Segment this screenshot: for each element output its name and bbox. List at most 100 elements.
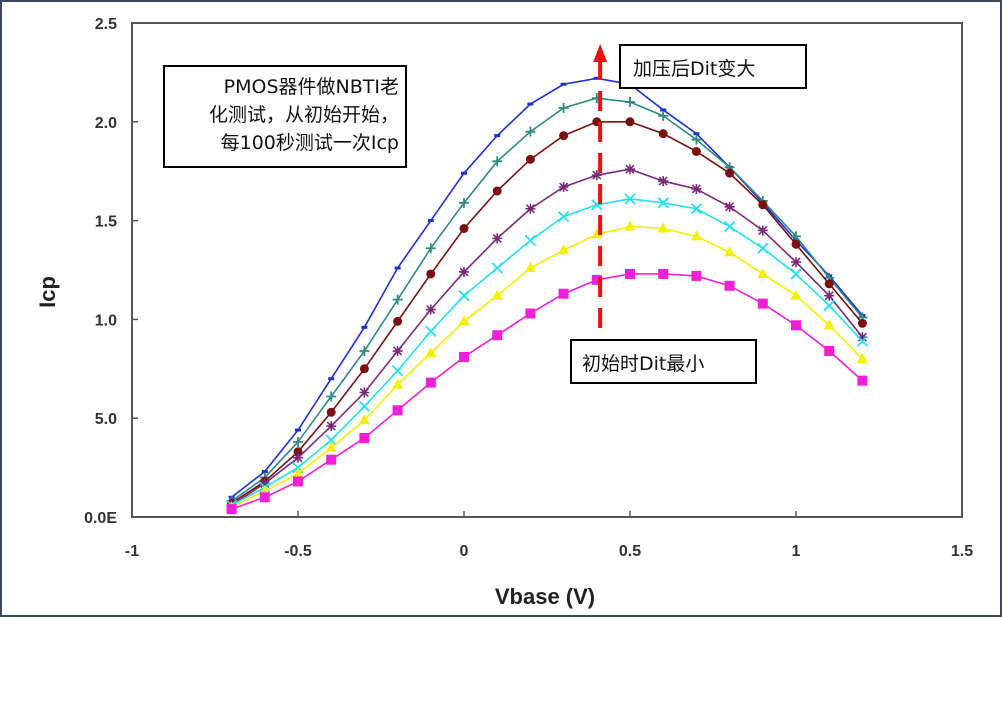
data-point	[492, 233, 503, 244]
x-tick-label: 1	[792, 543, 801, 560]
data-point	[856, 335, 869, 347]
data-point	[326, 454, 337, 465]
data-point	[690, 230, 702, 241]
chart-frame	[0, 0, 1002, 617]
y-tick-label: 5.0	[95, 411, 117, 428]
data-point	[425, 243, 436, 254]
data-point	[392, 294, 403, 305]
data-point	[558, 182, 569, 193]
axes: -1 -0.5 0 0.5 1 1.5 0.0E 5.0 1.0 1.5 2.0 2.5	[84, 16, 973, 560]
data-point	[459, 351, 469, 362]
data-point	[591, 274, 602, 285]
series-group	[225, 76, 869, 515]
y-tick-label: 0.0E	[84, 510, 117, 527]
data-point	[491, 289, 503, 300]
data-point	[757, 225, 768, 236]
note-line: 每100秒测试一次Icp	[220, 132, 399, 154]
y-tick-label: 2.0	[95, 115, 117, 132]
data-point	[625, 117, 635, 127]
data-point	[658, 110, 669, 121]
data-point	[458, 315, 470, 326]
data-point	[425, 304, 436, 315]
data-point	[293, 476, 303, 487]
data-point	[559, 131, 569, 141]
data-point	[824, 346, 835, 357]
data-point	[293, 436, 303, 447]
data-point	[724, 201, 735, 212]
data-point	[359, 432, 370, 443]
data-point	[857, 332, 868, 343]
red-dashed-arrow	[593, 44, 608, 328]
data-point	[625, 97, 635, 108]
data-point	[691, 270, 702, 281]
data-point	[757, 267, 769, 278]
series-line	[231, 77, 864, 498]
data-point	[492, 156, 503, 167]
data-point	[293, 447, 303, 457]
data-point	[757, 242, 769, 254]
data-point	[226, 504, 237, 515]
data-point	[791, 231, 801, 242]
initial-note: 初始时Dit最小	[570, 339, 757, 384]
data-point	[293, 452, 303, 463]
data-point	[558, 288, 569, 299]
data-point	[724, 280, 735, 291]
series-line	[231, 198, 863, 506]
data-point	[791, 239, 801, 249]
data-point	[591, 228, 603, 239]
data-point	[491, 262, 503, 274]
data-point	[725, 168, 735, 178]
data-point	[392, 346, 403, 357]
data-point	[492, 186, 502, 196]
data-point	[857, 375, 868, 386]
data-point	[492, 330, 503, 341]
data-point	[658, 129, 668, 139]
x-tick-label: 0.5	[619, 543, 641, 560]
data-point	[459, 266, 469, 277]
data-point	[393, 316, 403, 326]
data-point	[657, 197, 669, 209]
data-point	[459, 224, 469, 234]
data-point	[359, 364, 369, 374]
data-point	[525, 154, 535, 164]
x-tick-label: 1.5	[951, 543, 973, 560]
data-point	[758, 200, 768, 210]
y-tick-label: 1.0	[95, 312, 117, 329]
data-point	[392, 405, 403, 416]
data-point	[292, 467, 304, 478]
data-point	[691, 134, 702, 145]
data-point	[392, 378, 404, 389]
data-point	[790, 268, 802, 280]
data-point	[558, 102, 569, 113]
data-point	[325, 434, 337, 446]
x-tick-label: -1	[125, 543, 139, 560]
data-point	[824, 279, 834, 289]
series-line	[231, 97, 864, 502]
y-tick-label: 1.5	[95, 214, 117, 231]
series-magenta	[226, 268, 868, 515]
data-point	[624, 220, 636, 231]
x-axis-label: Vbase (V)	[495, 584, 595, 609]
data-point	[391, 365, 404, 377]
data-point	[358, 414, 370, 425]
data-point	[326, 421, 337, 432]
data-point	[690, 203, 703, 215]
data-point	[856, 352, 868, 363]
note-line: 化测试，从初始开始，	[208, 104, 399, 126]
data-point	[823, 319, 835, 330]
data-point	[791, 320, 801, 331]
series-line	[231, 273, 863, 510]
series-brown	[227, 117, 867, 508]
data-point	[525, 203, 536, 214]
data-point	[857, 318, 867, 328]
plot-area	[131, 22, 963, 518]
after-stress-note: 加压后Dit变大	[619, 44, 807, 89]
y-axis-label: Icp	[35, 276, 60, 308]
data-point	[326, 407, 336, 417]
data-point	[625, 268, 635, 279]
data-point	[790, 289, 802, 300]
data-point	[426, 269, 436, 279]
note-line: PMOS器件做NBTI老	[223, 76, 399, 98]
data-point	[823, 299, 835, 312]
